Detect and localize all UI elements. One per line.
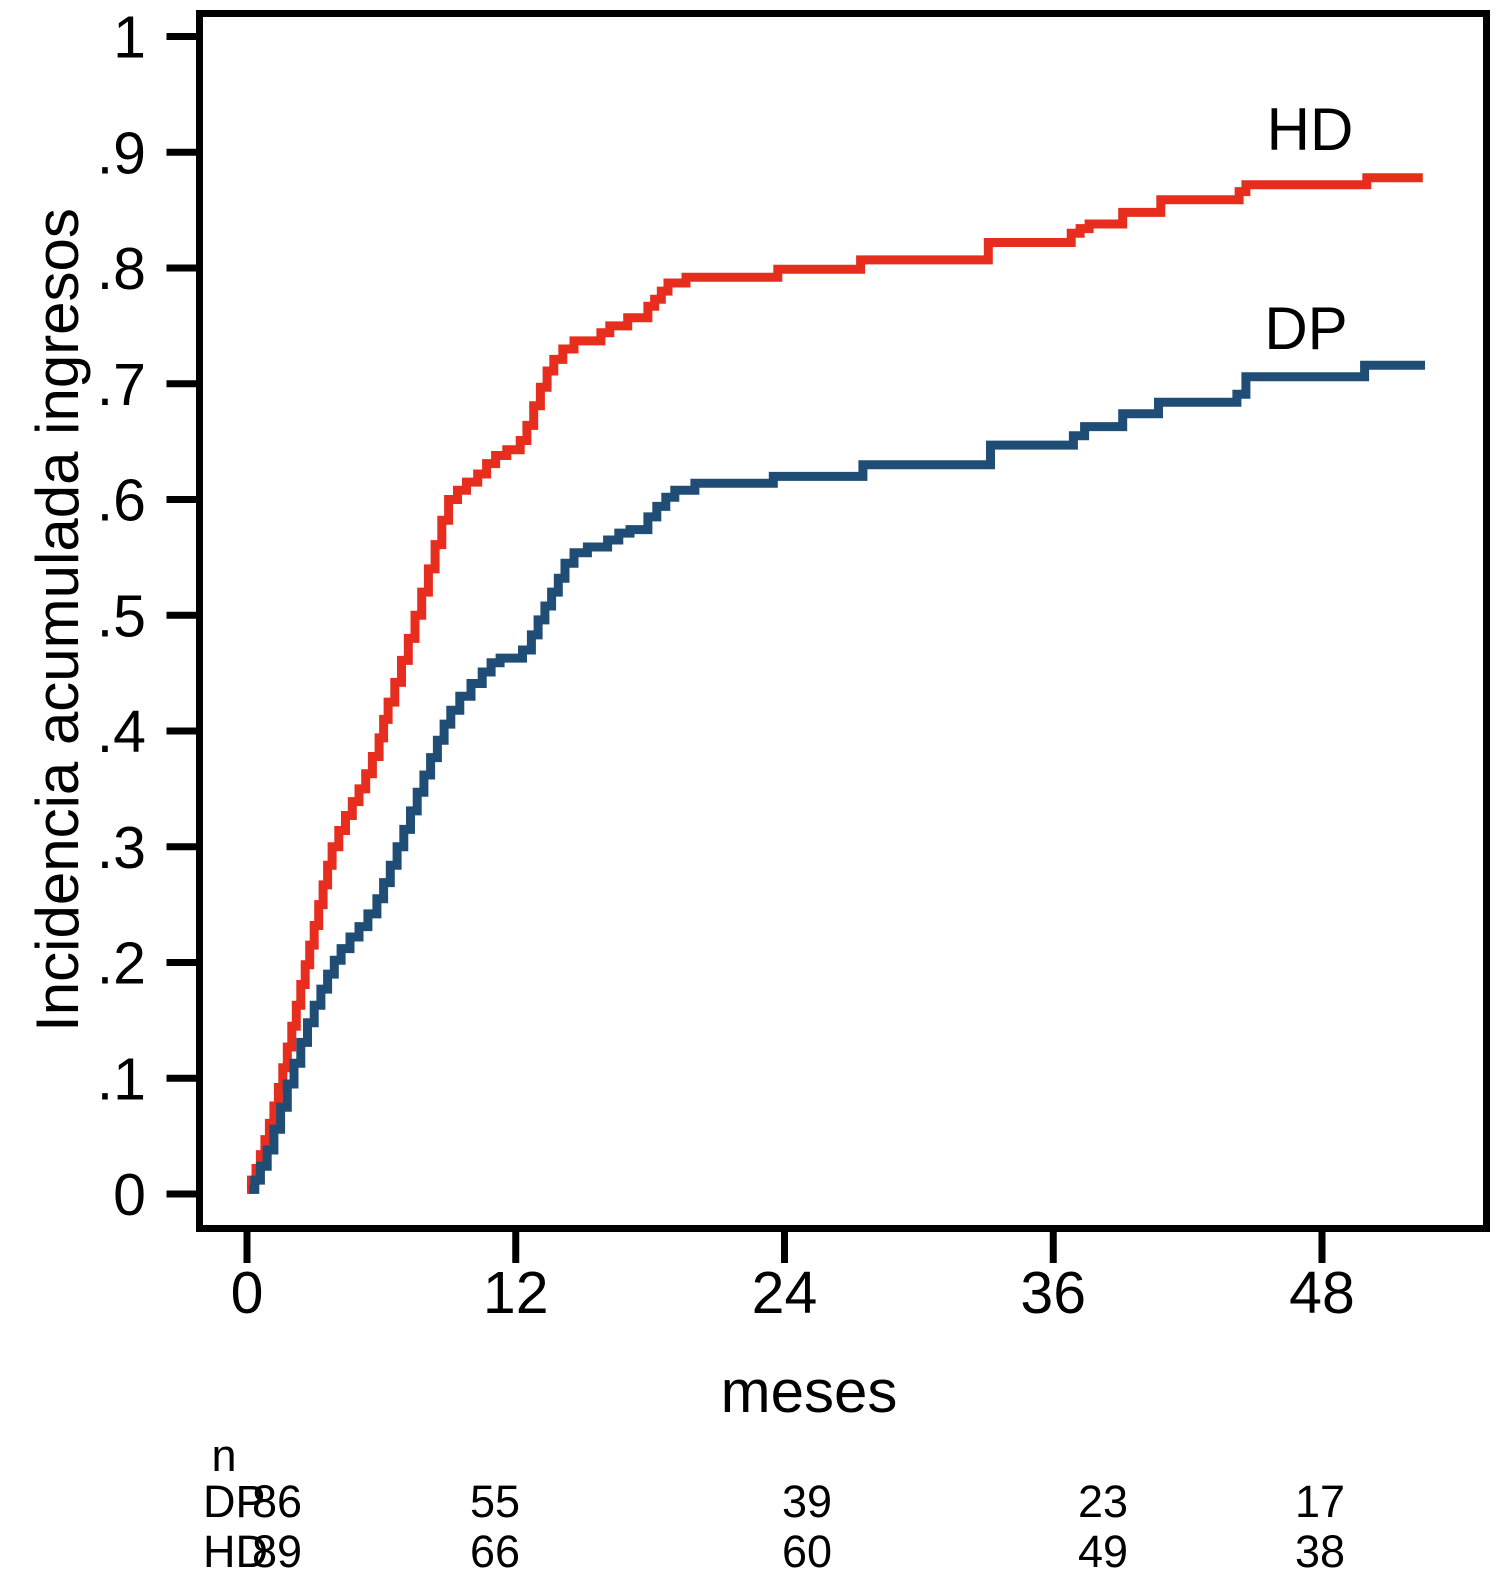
y-tick-label: .3 <box>97 815 146 881</box>
x-tick-label: 48 <box>1289 1260 1355 1326</box>
y-axis-ticks: 0 .1 .2 .3 .4 .5 .6 .7 .8 .9 1 <box>97 5 200 1228</box>
plot-border <box>196 10 1490 1232</box>
y-tick-label: .6 <box>97 468 146 534</box>
y-tick-label: .1 <box>97 1046 146 1112</box>
x-tick-label: 0 <box>231 1260 264 1326</box>
risk-count: 66 <box>470 1526 520 1577</box>
y-tick-label: .5 <box>97 583 146 649</box>
risk-row-label: HD <box>203 1526 268 1577</box>
curve-label-hd: HD <box>1267 96 1354 163</box>
curve-label-dp: DP <box>1264 295 1347 362</box>
risk-table-header: n <box>211 1430 236 1481</box>
y-tick-label: .9 <box>97 120 146 186</box>
risk-count: 39 <box>782 1476 832 1527</box>
y-tick-label: 0 <box>113 1162 146 1228</box>
y-tick-label: 1 <box>113 5 146 71</box>
risk-count: 60 <box>782 1526 832 1577</box>
y-tick-label: .2 <box>97 931 146 997</box>
x-tick-label: 36 <box>1020 1260 1086 1326</box>
risk-count: 55 <box>470 1476 520 1527</box>
risk-count: 89 <box>252 1526 302 1577</box>
y-tick-label: .8 <box>97 236 146 302</box>
risk-count: 38 <box>1295 1526 1345 1577</box>
y-tick-label: .7 <box>97 352 146 418</box>
x-tick-label: 24 <box>752 1260 818 1326</box>
risk-count: 49 <box>1078 1526 1128 1577</box>
curve-hd <box>247 173 1423 1194</box>
curve-dp <box>249 360 1425 1194</box>
risk-count: 86 <box>252 1476 302 1527</box>
risk-row-label: DP <box>203 1476 266 1527</box>
x-axis-title: meses <box>721 1358 898 1425</box>
y-tick-label: .4 <box>97 699 146 765</box>
x-axis-ticks: 0 12 24 36 48 <box>231 1231 1355 1326</box>
x-tick-label: 12 <box>483 1260 549 1326</box>
risk-count: 17 <box>1295 1476 1345 1527</box>
y-axis-title: Incidencia acumulada ingresos <box>24 208 91 1032</box>
risk-count: 23 <box>1078 1476 1128 1527</box>
